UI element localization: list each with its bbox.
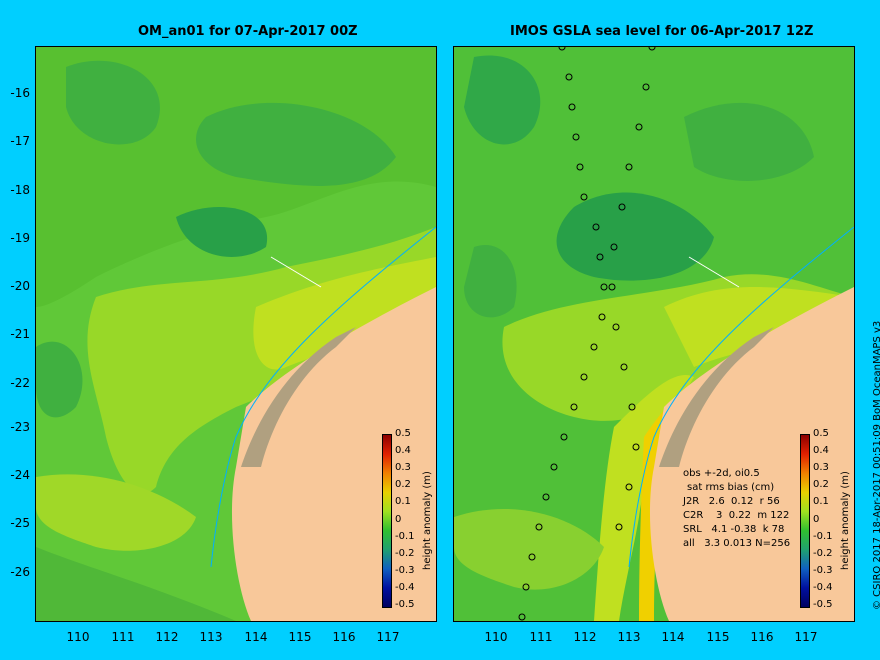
colorbar-tick: 0 <box>395 514 402 525</box>
colorbar-tick: 0 <box>813 514 820 525</box>
x-tick: 115 <box>706 630 730 644</box>
right-colorbar <box>800 434 810 608</box>
y-tick: -18 <box>10 183 30 197</box>
y-tick: -23 <box>10 420 30 434</box>
x-tick: 114 <box>661 630 685 644</box>
colorbar-tick: 0.2 <box>395 479 411 490</box>
colorbar-tick: -0.5 <box>395 599 415 610</box>
x-tick: 113 <box>617 630 641 644</box>
stats-row: all 3.3 0.013 N=256 <box>683 538 791 549</box>
x-tick: 111 <box>529 630 553 644</box>
satellite-stats: obs +-2d, oi0.5 sat rms bias (cm) J2R 2.6 … <box>683 467 790 551</box>
x-tick: 116 <box>332 630 356 644</box>
left-colorbar <box>382 434 392 608</box>
colorbar-tick: 0.5 <box>813 428 829 439</box>
x-tick: 114 <box>244 630 268 644</box>
colorbar-tick: -0.2 <box>395 548 415 559</box>
colorbar-tick: -0.1 <box>813 531 833 542</box>
right-panel-title: IMOS GSLA sea level for 06-Apr-2017 12Z <box>510 24 814 39</box>
colorbar-tick: 0.2 <box>813 479 829 490</box>
x-tick: 112 <box>155 630 179 644</box>
y-tick: -17 <box>10 134 30 148</box>
colorbar-tick: -0.3 <box>813 565 833 576</box>
stats-line: sat rms bias (cm) <box>687 482 775 493</box>
y-tick: -21 <box>10 327 30 341</box>
x-tick: 117 <box>376 630 400 644</box>
credit-text: © CSIRO 2017 18-Apr-2017 00:51:09 BoM Oc… <box>872 320 880 610</box>
stats-row: SRL 4.1 -0.38 k 78 <box>683 524 785 535</box>
y-tick: -16 <box>10 86 30 100</box>
y-tick: -20 <box>10 279 30 293</box>
right-colorbar-label: height anomaly (m) <box>840 471 851 570</box>
x-tick: 112 <box>573 630 597 644</box>
x-tick: 113 <box>199 630 223 644</box>
stats-line: obs +-2d, oi0.5 <box>683 468 760 479</box>
colorbar-tick: 0.1 <box>395 496 411 507</box>
colorbar-tick: 0.5 <box>395 428 411 439</box>
colorbar-tick: -0.4 <box>813 582 833 593</box>
colorbar-tick: -0.2 <box>813 548 833 559</box>
x-tick: 110 <box>66 630 90 644</box>
colorbar-tick: 0.4 <box>395 445 411 456</box>
left-panel-title: OM_an01 for 07-Apr-2017 00Z <box>138 24 358 39</box>
x-tick: 116 <box>750 630 774 644</box>
y-tick: -24 <box>10 468 30 482</box>
colorbar-tick: -0.3 <box>395 565 415 576</box>
colorbar-tick: -0.1 <box>395 531 415 542</box>
y-tick: -22 <box>10 376 30 390</box>
x-tick: 111 <box>111 630 135 644</box>
colorbar-tick: 0.4 <box>813 445 829 456</box>
y-tick: -26 <box>10 565 30 579</box>
colorbar-tick: 0.3 <box>813 462 829 473</box>
stats-row: C2R 3 0.22 m 122 <box>683 510 790 521</box>
x-tick: 115 <box>288 630 312 644</box>
stats-row: J2R 2.6 0.12 r 56 <box>683 496 780 507</box>
colorbar-tick: -0.5 <box>813 599 833 610</box>
x-tick: 110 <box>484 630 508 644</box>
x-tick: 117 <box>794 630 818 644</box>
left-map <box>35 46 437 622</box>
left-colorbar-label: height anomaly (m) <box>422 471 433 570</box>
colorbar-tick: 0.3 <box>395 462 411 473</box>
right-map <box>453 46 855 622</box>
colorbar-tick: 0.1 <box>813 496 829 507</box>
y-tick: -25 <box>10 516 30 530</box>
colorbar-tick: -0.4 <box>395 582 415 593</box>
y-tick: -19 <box>10 231 30 245</box>
